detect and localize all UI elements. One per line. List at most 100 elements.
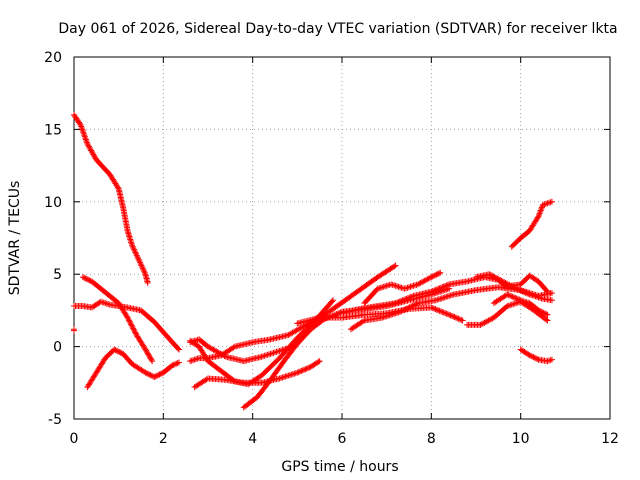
data-point bbox=[535, 213, 542, 220]
data-point bbox=[428, 274, 435, 281]
y-axis: -5 0 5 10 15 20 bbox=[44, 50, 610, 428]
data-point bbox=[89, 150, 96, 157]
y-tick-label: 5 bbox=[53, 267, 62, 283]
data-point bbox=[80, 129, 87, 136]
data-point bbox=[491, 274, 498, 281]
data-point bbox=[112, 347, 119, 354]
data-point bbox=[418, 279, 425, 286]
data-point bbox=[125, 315, 132, 322]
data-point bbox=[302, 366, 309, 373]
x-tick-label: 4 bbox=[248, 431, 257, 447]
data-point bbox=[78, 124, 85, 131]
data-point bbox=[530, 354, 537, 361]
data-point bbox=[87, 146, 94, 153]
data-point bbox=[510, 294, 517, 301]
series-arc-12 bbox=[361, 269, 444, 307]
y-tick-label: 20 bbox=[44, 50, 62, 66]
data-point bbox=[305, 365, 312, 372]
data-point bbox=[141, 368, 148, 375]
data-point bbox=[421, 277, 428, 284]
data-point bbox=[138, 262, 145, 269]
data-point bbox=[522, 289, 529, 296]
data-point bbox=[392, 262, 399, 269]
data-point bbox=[548, 356, 555, 363]
data-point bbox=[152, 373, 159, 380]
data-point bbox=[81, 132, 88, 139]
data-point bbox=[481, 319, 488, 326]
data-point bbox=[482, 318, 489, 325]
data-point bbox=[428, 304, 435, 311]
data-point bbox=[85, 276, 92, 283]
data-point bbox=[516, 296, 523, 303]
data-point bbox=[91, 152, 98, 159]
series-arc-19 bbox=[517, 346, 555, 365]
data-point bbox=[440, 283, 447, 290]
data-point bbox=[536, 210, 543, 217]
data-point bbox=[85, 143, 92, 150]
data-point bbox=[83, 275, 90, 282]
x-tick-label: 0 bbox=[70, 431, 79, 447]
data-point bbox=[399, 297, 406, 304]
data-point bbox=[437, 269, 444, 276]
data-point bbox=[359, 318, 366, 325]
data-point bbox=[433, 271, 440, 278]
data-point bbox=[531, 354, 538, 361]
data-point bbox=[399, 307, 406, 314]
data-point bbox=[439, 284, 446, 291]
data-point bbox=[392, 300, 399, 307]
data-point bbox=[140, 266, 147, 273]
data-point bbox=[430, 272, 437, 279]
data-point bbox=[416, 280, 423, 287]
data-point bbox=[540, 309, 547, 316]
data-point bbox=[534, 214, 541, 221]
data-point bbox=[111, 346, 118, 353]
data-point bbox=[535, 307, 542, 314]
data-point bbox=[426, 274, 433, 281]
data-point bbox=[130, 325, 137, 332]
data-point bbox=[113, 347, 120, 354]
data-point bbox=[442, 283, 449, 290]
data-point bbox=[80, 130, 87, 137]
data-point bbox=[86, 144, 93, 151]
data-point bbox=[125, 317, 132, 324]
data-point bbox=[499, 278, 506, 285]
data-point bbox=[126, 318, 133, 325]
data-point bbox=[156, 371, 163, 378]
data-point bbox=[477, 321, 484, 328]
data-point bbox=[141, 269, 148, 276]
data-point bbox=[117, 349, 124, 356]
data-point bbox=[153, 372, 160, 379]
data-point bbox=[297, 368, 304, 375]
data-point bbox=[144, 350, 151, 357]
data-point bbox=[76, 120, 83, 127]
data-point bbox=[446, 311, 453, 318]
data-point bbox=[405, 304, 412, 311]
data-point bbox=[512, 294, 519, 301]
data-point bbox=[397, 308, 404, 315]
data-point bbox=[454, 315, 461, 322]
data-point bbox=[543, 316, 550, 323]
x-tick-label: 6 bbox=[338, 431, 347, 447]
data-point bbox=[541, 310, 548, 317]
y-tick-label: 15 bbox=[44, 122, 62, 138]
data-point bbox=[508, 293, 515, 300]
data-point bbox=[436, 285, 443, 292]
data-point bbox=[439, 308, 446, 315]
data-point bbox=[137, 261, 144, 268]
data-point bbox=[505, 292, 512, 299]
grid-lines bbox=[74, 57, 610, 419]
data-point bbox=[515, 286, 522, 293]
data-point bbox=[424, 276, 431, 283]
data-point bbox=[527, 352, 534, 359]
data-point bbox=[90, 151, 97, 158]
x-axis-label: GPS time / hours bbox=[281, 459, 398, 475]
data-point bbox=[133, 252, 140, 259]
data-point bbox=[115, 348, 122, 355]
x-tick-label: 2 bbox=[159, 431, 168, 447]
data-point bbox=[86, 277, 93, 284]
data-point bbox=[501, 279, 508, 286]
data-point bbox=[435, 285, 442, 292]
data-point bbox=[82, 275, 89, 282]
series-arc-3 bbox=[71, 298, 182, 353]
data-point bbox=[148, 372, 155, 379]
